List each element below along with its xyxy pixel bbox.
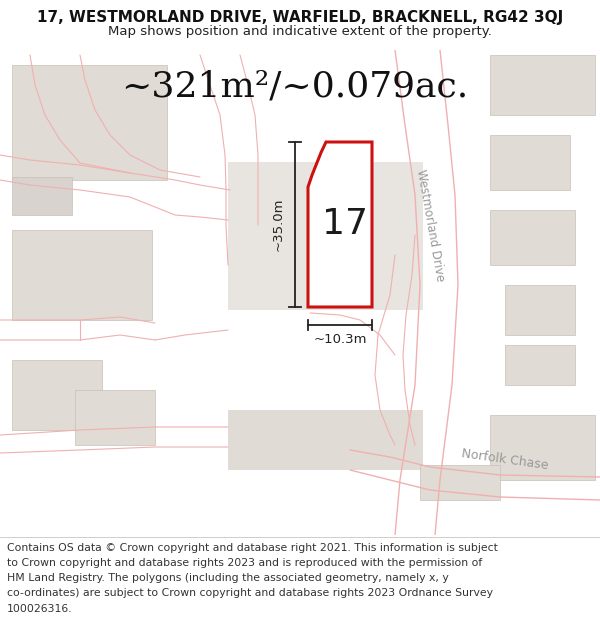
Bar bbox=[490, 55, 595, 115]
Bar bbox=[505, 285, 575, 335]
Text: ~321m²/~0.079ac.: ~321m²/~0.079ac. bbox=[121, 70, 469, 104]
Bar bbox=[490, 135, 570, 190]
Text: 17, WESTMORLAND DRIVE, WARFIELD, BRACKNELL, RG42 3QJ: 17, WESTMORLAND DRIVE, WARFIELD, BRACKNE… bbox=[37, 10, 563, 25]
FancyBboxPatch shape bbox=[228, 162, 423, 310]
Text: Westmorland Drive: Westmorland Drive bbox=[414, 168, 446, 282]
PathPatch shape bbox=[308, 142, 372, 307]
Bar bbox=[490, 415, 595, 480]
Bar bbox=[12, 65, 167, 180]
Bar bbox=[420, 465, 500, 500]
Text: 17: 17 bbox=[322, 208, 368, 241]
Text: Contains OS data © Crown copyright and database right 2021. This information is : Contains OS data © Crown copyright and d… bbox=[7, 543, 498, 553]
Text: co-ordinates) are subject to Crown copyright and database rights 2023 Ordnance S: co-ordinates) are subject to Crown copyr… bbox=[7, 589, 493, 599]
Text: ~10.3m: ~10.3m bbox=[313, 333, 367, 346]
Text: ~35.0m: ~35.0m bbox=[272, 198, 285, 251]
Bar bbox=[75, 390, 155, 445]
Bar bbox=[12, 177, 72, 215]
Text: HM Land Registry. The polygons (including the associated geometry, namely x, y: HM Land Registry. The polygons (includin… bbox=[7, 573, 449, 583]
Text: Map shows position and indicative extent of the property.: Map shows position and indicative extent… bbox=[108, 24, 492, 38]
Text: 100026316.: 100026316. bbox=[7, 604, 73, 614]
Bar bbox=[12, 360, 102, 430]
Bar bbox=[228, 410, 423, 470]
Bar bbox=[12, 230, 152, 320]
Text: Norfolk Chase: Norfolk Chase bbox=[461, 448, 549, 472]
Bar bbox=[490, 210, 575, 265]
Bar bbox=[505, 345, 575, 385]
Text: to Crown copyright and database rights 2023 and is reproduced with the permissio: to Crown copyright and database rights 2… bbox=[7, 558, 482, 568]
